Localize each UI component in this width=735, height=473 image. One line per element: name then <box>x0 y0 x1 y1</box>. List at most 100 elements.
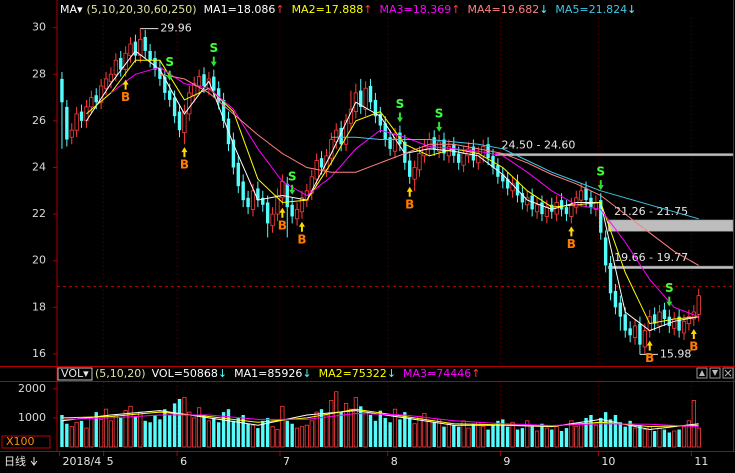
candle-body <box>613 291 618 308</box>
sell-arrow <box>166 70 173 81</box>
candle-body <box>618 302 623 317</box>
candle-body <box>457 153 461 163</box>
candle-body <box>452 144 456 156</box>
y-tick-label: 2000 <box>18 382 46 395</box>
candle-body <box>564 207 569 215</box>
volume-bar <box>246 423 250 447</box>
buy-signal: B <box>180 158 189 172</box>
volume-bar <box>206 420 211 448</box>
candle-body <box>343 120 349 145</box>
volume-bar <box>574 426 579 448</box>
sell-signal: S <box>596 165 605 179</box>
candle-body <box>603 237 608 266</box>
volume-bar <box>163 409 167 447</box>
candle-body <box>672 318 677 329</box>
buy-arrow <box>298 221 305 232</box>
sell-signal: S <box>165 55 174 69</box>
volume-bar <box>363 411 368 448</box>
volume-bar <box>540 423 544 447</box>
volume-bar <box>525 420 530 448</box>
ma-legend: MA3=18.369 <box>380 3 452 16</box>
header-label: MA▾ <box>60 3 83 16</box>
volume-bar <box>216 422 221 447</box>
sell-arrow <box>210 56 217 67</box>
button-up[interactable] <box>696 367 708 379</box>
candle-body <box>113 59 118 75</box>
candle-body <box>515 181 520 196</box>
vol-ma-legend: MA1=85926 <box>234 367 302 380</box>
unit-label: X100 <box>6 435 35 448</box>
buy-arrow <box>181 147 188 158</box>
volume-bar <box>187 411 192 448</box>
candle-body <box>143 36 147 51</box>
candle-body <box>662 309 667 319</box>
candle-body <box>334 129 339 143</box>
volume-bar <box>501 419 505 447</box>
candle-body <box>681 320 687 334</box>
x-tick-label: 9 <box>503 455 510 468</box>
candle-body <box>79 111 84 121</box>
candle-body <box>94 95 98 103</box>
volume-bar <box>353 397 358 448</box>
candle-body <box>540 202 544 215</box>
volume-bar <box>412 423 417 448</box>
candle-body <box>256 188 260 201</box>
header-params: (5,10,20) <box>95 367 146 380</box>
volume-bar <box>148 422 152 447</box>
volume-bar <box>569 420 574 448</box>
volume-bar <box>696 427 701 448</box>
volume-bar <box>261 420 265 447</box>
vol-ma-trend: ↑ <box>471 367 480 380</box>
x-tick-label: 7 <box>283 455 290 468</box>
vol-label[interactable]: VOL▾ <box>61 367 89 380</box>
buy-arrow <box>122 79 129 90</box>
volume-bar <box>461 420 466 448</box>
buy-signal: B <box>297 232 306 246</box>
volume-bar <box>280 405 285 448</box>
candle-body <box>584 188 588 201</box>
button-down[interactable] <box>709 367 721 379</box>
candle-body <box>388 137 392 149</box>
candle-body <box>294 209 300 220</box>
volume-bar <box>79 420 84 447</box>
sell-signal: S <box>396 97 405 111</box>
buy-arrow <box>568 226 575 237</box>
volume-bar <box>256 428 260 447</box>
level-label: 24.50 - 24.60 <box>501 139 575 152</box>
volume-bar <box>133 416 138 447</box>
volume-bar <box>559 431 564 447</box>
volume-bar <box>550 429 554 447</box>
volume-bar <box>270 426 275 448</box>
candle-body <box>236 162 240 187</box>
volume-bar <box>128 405 133 448</box>
vol-ma-trend: ↓ <box>302 367 311 380</box>
candle-body <box>168 90 172 100</box>
ma-trend: ↓ <box>627 3 636 16</box>
candle-body <box>408 160 412 177</box>
ma-trend: ↑ <box>451 3 460 16</box>
volume-bar <box>348 408 354 448</box>
y-tick-label: 28 <box>32 67 46 80</box>
candle-body <box>65 106 69 140</box>
volume-bar <box>103 408 109 448</box>
x-tick-label: 11 <box>694 455 708 468</box>
candle-body <box>60 78 64 103</box>
vol-selector[interactable] <box>57 367 93 381</box>
volume-bar <box>304 424 309 448</box>
candle-body <box>270 213 275 227</box>
candle-body <box>138 38 143 57</box>
ma-trend: ↓ <box>539 3 548 16</box>
period-arrow[interactable] <box>30 457 38 466</box>
volume-bar <box>168 415 172 447</box>
ma-legend: MA2=17.888 <box>292 3 364 16</box>
vol-ma-legend: MA2=75322 <box>319 367 387 380</box>
period-label[interactable]: 日线 <box>4 454 26 468</box>
buy-signal: B <box>645 351 654 365</box>
volume-bar <box>554 426 559 448</box>
button-close[interactable] <box>722 367 734 379</box>
candle-body <box>667 316 672 326</box>
volume-bar <box>442 426 446 447</box>
buy-arrow <box>279 207 286 218</box>
candle-body <box>250 190 256 210</box>
candle-body <box>177 111 182 131</box>
